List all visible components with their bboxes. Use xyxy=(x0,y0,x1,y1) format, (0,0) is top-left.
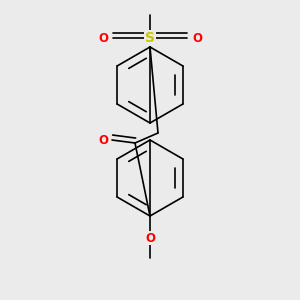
Text: O: O xyxy=(192,32,202,44)
Text: O: O xyxy=(98,32,108,44)
Text: O: O xyxy=(145,232,155,244)
Text: S: S xyxy=(145,31,155,45)
Text: O: O xyxy=(98,134,108,146)
